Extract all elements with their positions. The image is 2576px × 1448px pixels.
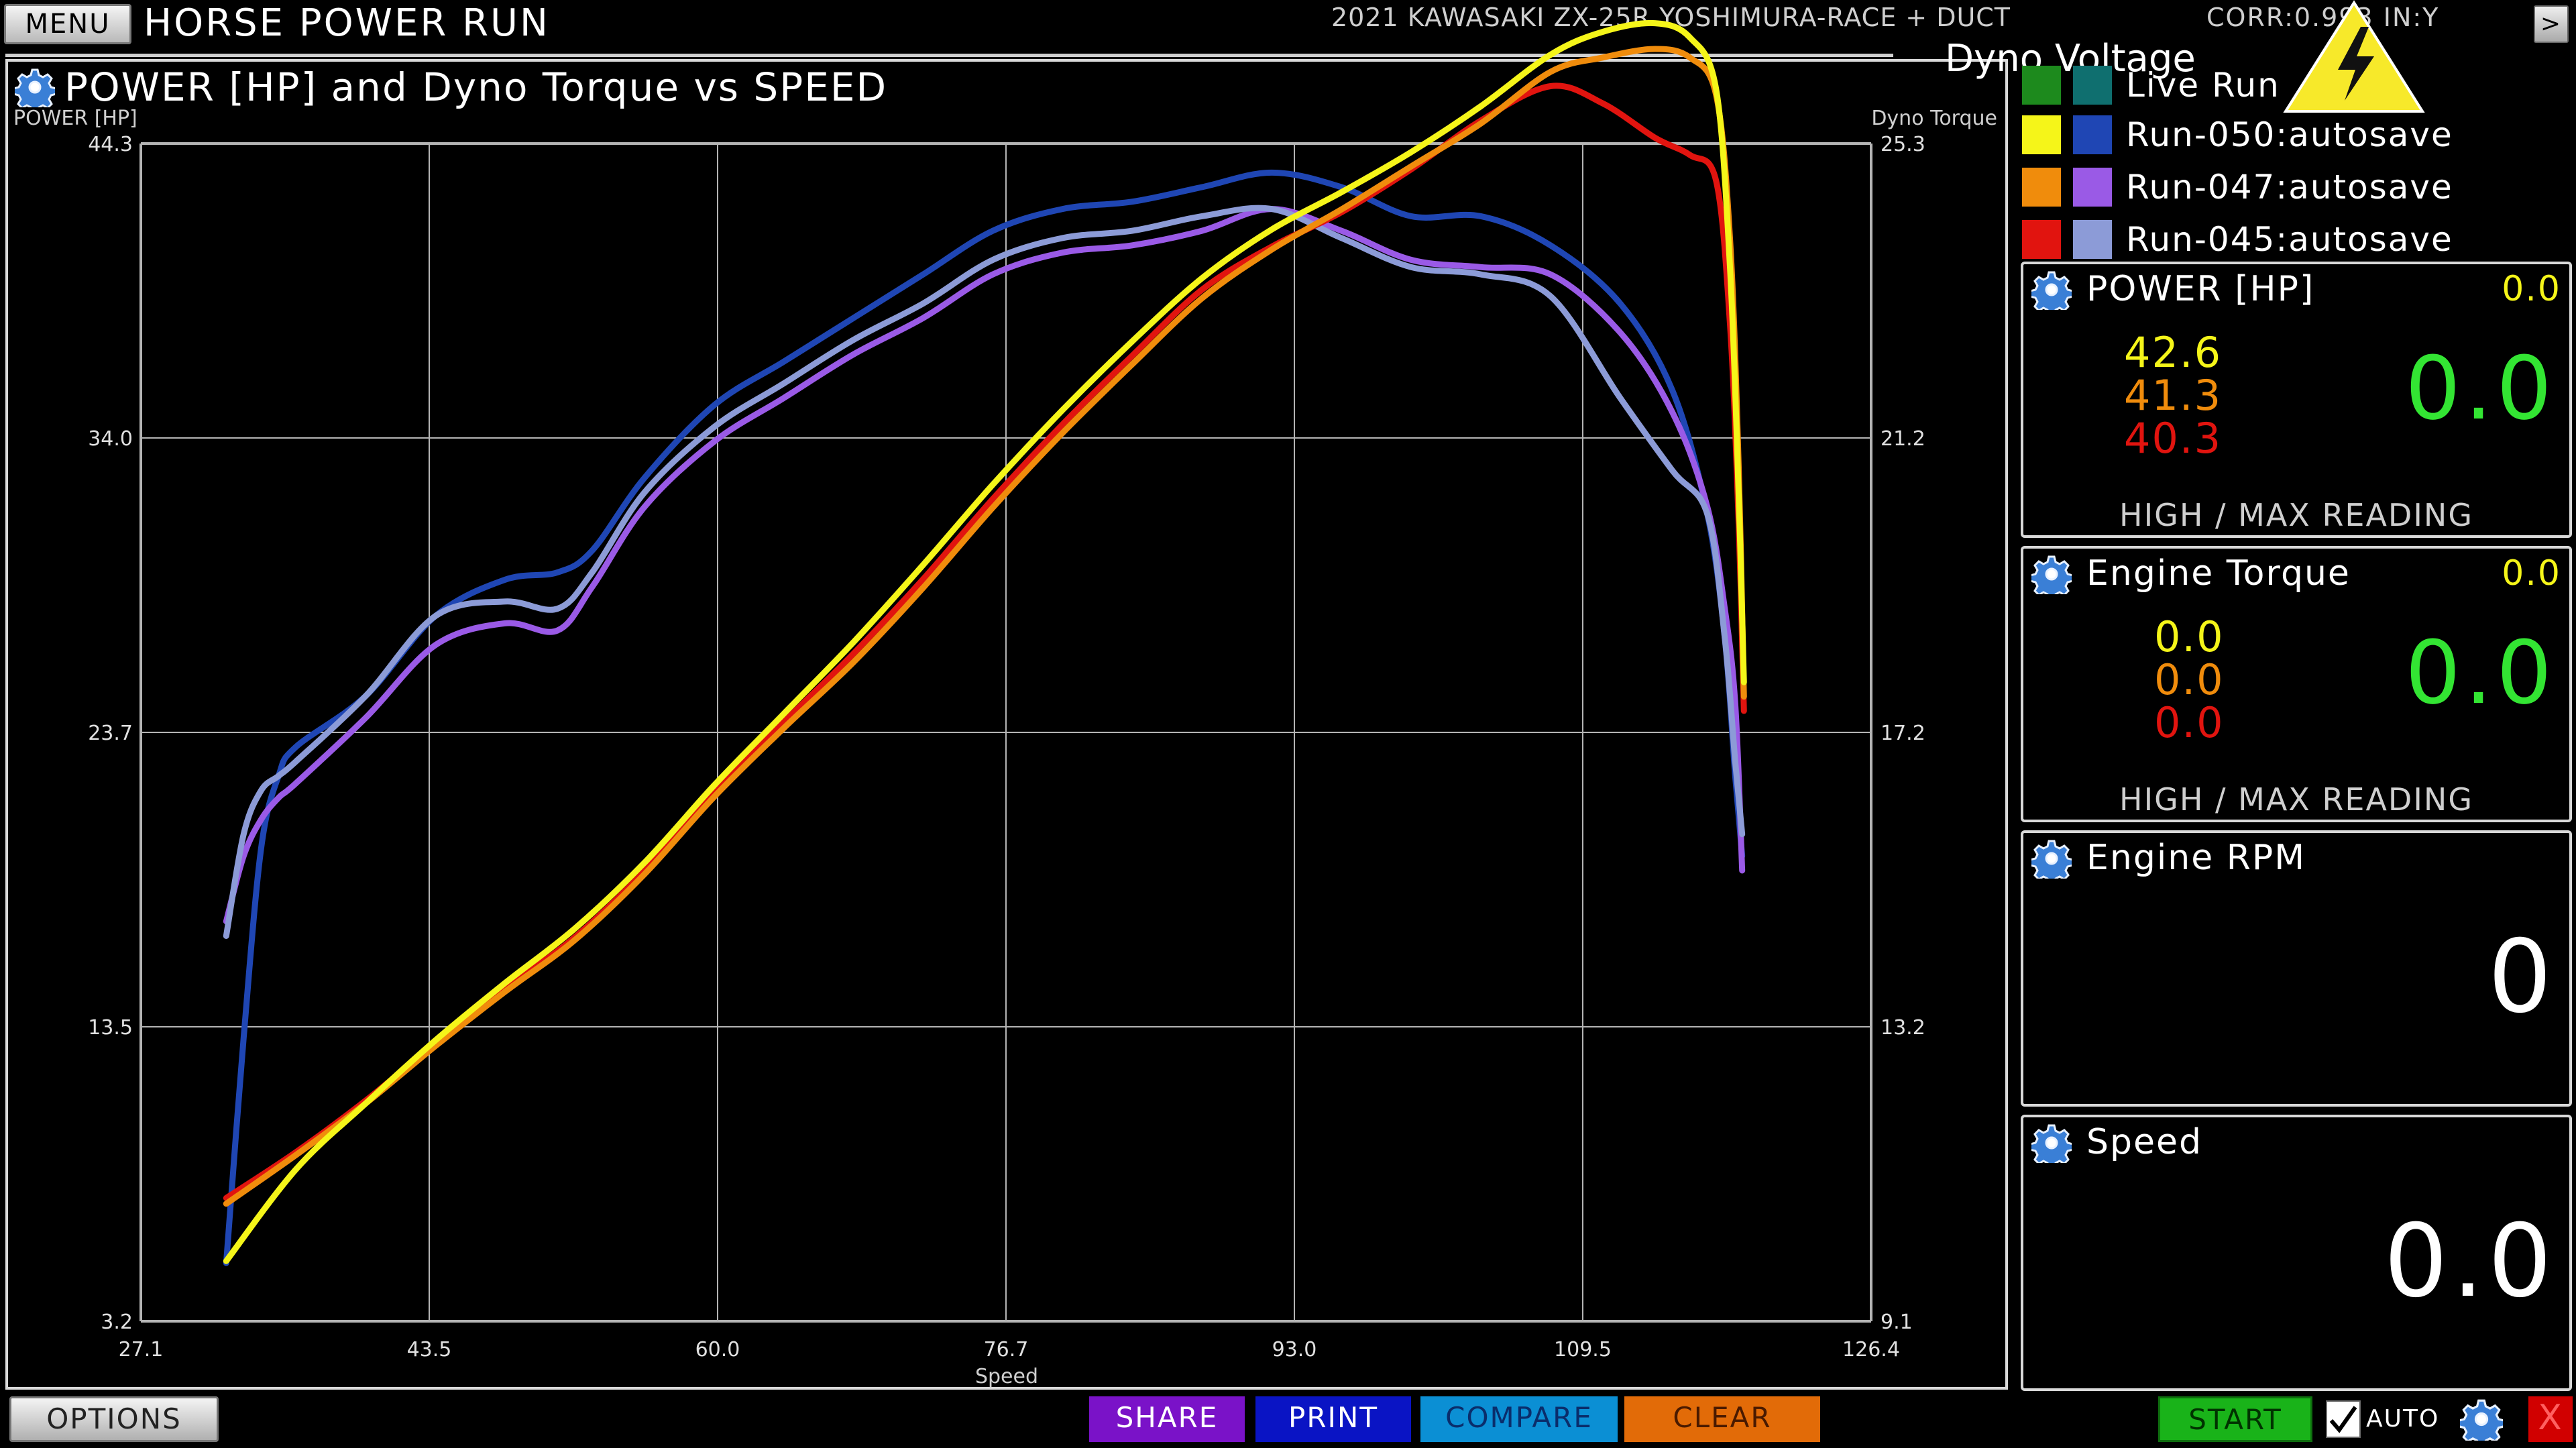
x-axis-label: Speed	[975, 1365, 1038, 1388]
torque-high-value: 0.0	[2154, 698, 2225, 747]
y-tick-label-right: 17.2	[1881, 722, 1925, 745]
print-button[interactable]: PRINT	[1255, 1396, 1411, 1442]
x-tick-label: 109.5	[1554, 1338, 1612, 1361]
power-live-value: 0.0	[2502, 269, 2561, 309]
rpm-gauge-gear-icon[interactable]	[2031, 838, 2072, 879]
y-axis-label-left: POWER [HP]	[13, 107, 137, 130]
power-high-value: 41.3	[2124, 371, 2223, 420]
y-tick-label-left: 13.5	[88, 1016, 133, 1040]
x-tick-label: 76.7	[984, 1338, 1029, 1361]
live-run-torque-swatch	[2073, 66, 2112, 105]
torque-gauge-footer: HIGH / MAX READING	[2119, 781, 2473, 818]
power-reading: 0.0	[2405, 337, 2556, 439]
power-high-value: 42.6	[2124, 328, 2223, 377]
x-tick-label: 60.0	[695, 1338, 740, 1361]
share-button[interactable]: SHARE	[1089, 1396, 1245, 1442]
x-tick-label: 43.5	[407, 1338, 452, 1361]
header-divider	[5, 54, 1893, 57]
series-line-run-047-autosave-torque	[223, 206, 1746, 925]
start-button[interactable]: START	[2158, 1396, 2312, 1442]
run-045-power-swatch	[2022, 220, 2061, 259]
series-line-run-050-autosave-torque	[223, 169, 1746, 1266]
series-line-run-045-autosave-torque	[223, 205, 1746, 939]
y-tick-label-right: 13.2	[1881, 1016, 1925, 1040]
power-gauge: POWER [HP] 0.0 42.6 41.3 40.3 0.0 HIGH /…	[2021, 262, 2572, 538]
legend-label-run-047: Run-047:autosave	[2126, 168, 2453, 207]
torque-gauge: Engine Torque 0.0 0.0 0.0 0.0 0.0 HIGH /…	[2021, 546, 2572, 822]
speed-gauge-title: Speed	[2086, 1122, 2203, 1162]
y-tick-label-right: 25.3	[1881, 133, 1925, 156]
torque-high-list: 0.0 0.0 0.0	[2154, 616, 2225, 744]
rpm-gauge: Engine RPM 0	[2021, 830, 2572, 1107]
run-050-power-swatch	[2022, 115, 2061, 154]
correction-factor: CORR:0.993 IN:Y	[2206, 3, 2440, 32]
rpm-gauge-title: Engine RPM	[2086, 838, 2306, 878]
high-voltage-warning-icon	[2283, 0, 2425, 113]
speed-gauge-gear-icon[interactable]	[2031, 1123, 2072, 1163]
auto-checkbox[interactable]	[2326, 1400, 2361, 1438]
clear-button[interactable]: CLEAR	[1624, 1396, 1820, 1442]
torque-gauge-title: Engine Torque	[2086, 553, 2351, 594]
dyno-voltage-label: Dyno Voltage	[1945, 37, 2196, 80]
power-high-list: 42.6 41.3 40.3	[2124, 331, 2222, 460]
torque-live-value: 0.0	[2502, 553, 2561, 594]
options-button[interactable]: OPTIONS	[9, 1396, 219, 1442]
torque-gauge-gear-icon[interactable]	[2031, 554, 2072, 594]
y-tick-label-right: 21.2	[1881, 427, 1925, 451]
x-tick-label: 27.1	[119, 1338, 164, 1361]
legend-label-run-045: Run-045:autosave	[2126, 220, 2453, 259]
run-047-power-swatch	[2022, 168, 2061, 207]
chart-settings-gear-icon[interactable]	[15, 67, 55, 107]
speed-gauge: Speed 0.0	[2021, 1115, 2572, 1391]
run-047-torque-swatch	[2073, 168, 2112, 207]
settings-gear-icon[interactable]	[2460, 1398, 2503, 1441]
power-gauge-title: POWER [HP]	[2086, 269, 2315, 309]
auto-label: AUTO	[2366, 1405, 2440, 1433]
legend-label-live-run: Live Run	[2126, 66, 2280, 105]
close-button[interactable]: X	[2528, 1396, 2573, 1442]
power-gauge-footer: HIGH / MAX READING	[2119, 497, 2473, 533]
rpm-reading: 0	[2487, 919, 2556, 1036]
torque-reading: 0.0	[2405, 622, 2556, 724]
y-tick-label-left: 3.2	[101, 1311, 133, 1334]
torque-high-value: 0.0	[2154, 655, 2225, 704]
y-tick-label-left: 34.0	[88, 427, 133, 451]
chart-panel	[5, 59, 2008, 1390]
series-line-run-047-autosave-power	[223, 46, 1747, 1207]
menu-button[interactable]: MENU	[4, 4, 131, 44]
checkmark-icon	[2329, 1406, 2357, 1433]
legend-label-run-050: Run-050:autosave	[2126, 115, 2453, 154]
y-tick-label-left: 44.3	[88, 133, 133, 156]
power-gauge-gear-icon[interactable]	[2031, 270, 2072, 310]
y-tick-label-left: 23.7	[88, 722, 133, 745]
live-run-power-swatch	[2022, 66, 2061, 105]
torque-high-value: 0.0	[2154, 612, 2225, 661]
x-tick-label: 126.4	[1842, 1338, 1900, 1361]
next-button[interactable]: >	[2534, 5, 2569, 43]
chart-title: POWER [HP] and Dyno Torque vs SPEED	[64, 64, 888, 110]
power-high-value: 40.3	[2124, 414, 2223, 463]
app-title: HORSE POWER RUN	[144, 1, 550, 45]
series-line-run-050-autosave-power	[223, 19, 1747, 1264]
y-tick-label-right: 9.1	[1881, 1311, 1913, 1334]
dyno-chart[interactable]: POWER [HP] Dyno Torque Speed 27.1 43.5 60.…	[0, 0, 2012, 1395]
x-tick-label: 93.0	[1272, 1338, 1317, 1361]
y-axis-label-right: Dyno Torque	[1871, 107, 1997, 130]
run-050-torque-swatch	[2073, 115, 2112, 154]
compare-button[interactable]: COMPARE	[1420, 1396, 1618, 1442]
speed-reading: 0.0	[2384, 1203, 2556, 1320]
run-045-torque-swatch	[2073, 220, 2112, 259]
